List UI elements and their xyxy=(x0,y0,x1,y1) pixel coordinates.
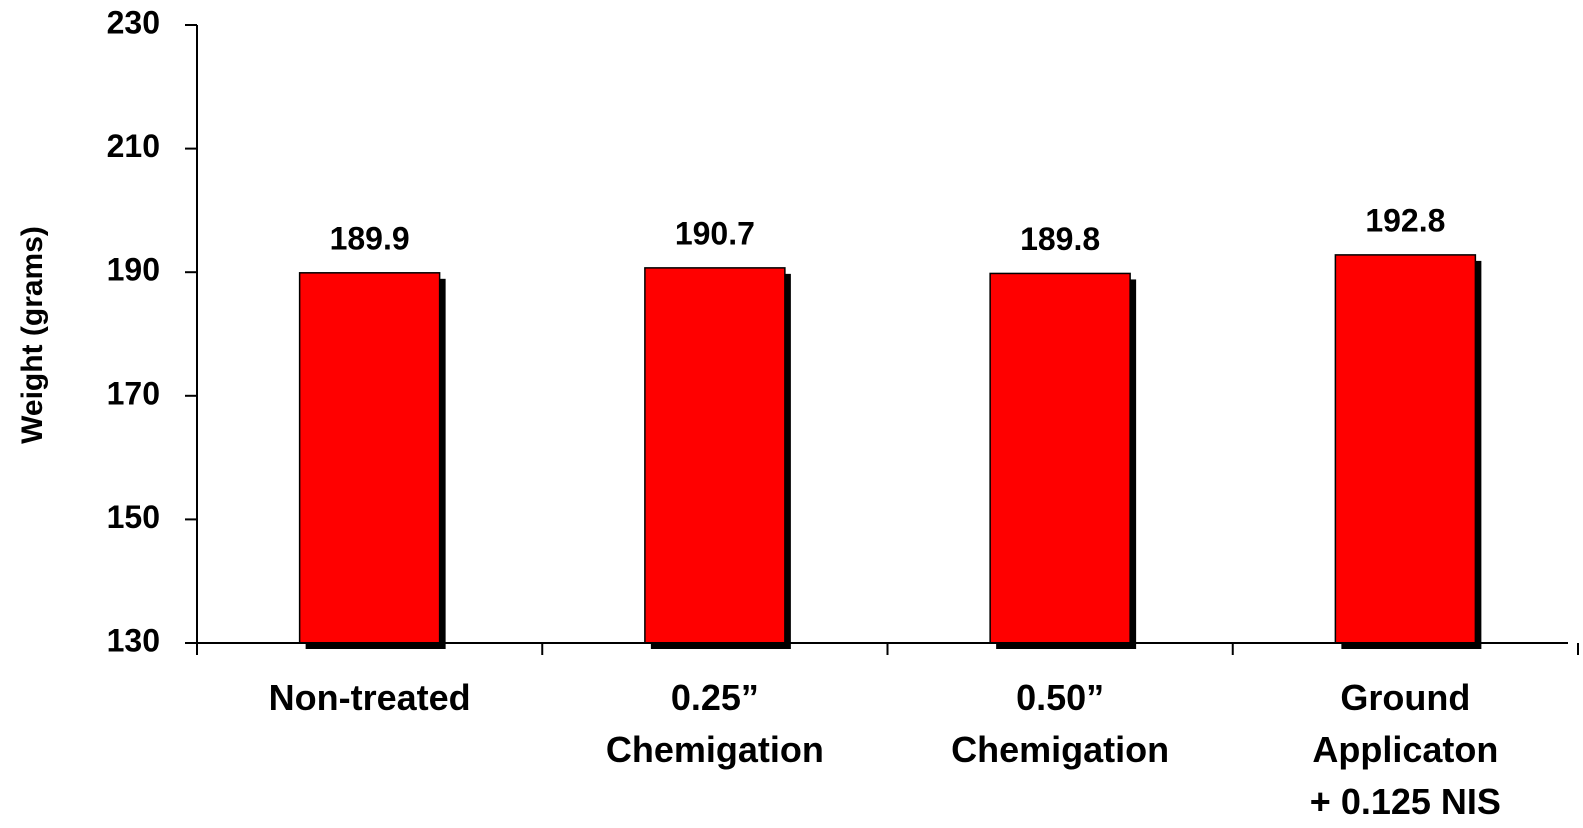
x-tick-label: Ground Applicaton + 0.125 NIS xyxy=(1309,677,1501,822)
x-tick-label: Non-treated xyxy=(268,677,471,718)
bar xyxy=(644,267,786,644)
x-tick-label: 0.50” Chemigation xyxy=(951,677,1170,770)
bar xyxy=(298,272,441,644)
y-tick-label: 130 xyxy=(107,622,160,658)
x-tick-label: 0.25” Chemigation xyxy=(605,677,824,770)
y-tick-label: 230 xyxy=(107,4,160,40)
y-tick-label: 190 xyxy=(107,252,160,288)
y-tick-label: 150 xyxy=(107,499,160,535)
value-label: 189.9 xyxy=(330,220,410,256)
y-tick-label: 170 xyxy=(107,375,160,411)
bar xyxy=(989,272,1131,644)
bar xyxy=(1334,254,1477,644)
y-axis-label: Weight (grams) xyxy=(16,226,49,444)
value-label: 190.7 xyxy=(675,215,755,251)
value-label: 192.8 xyxy=(1365,202,1445,238)
y-tick-label: 210 xyxy=(107,128,160,164)
value-label: 189.8 xyxy=(1020,221,1100,257)
